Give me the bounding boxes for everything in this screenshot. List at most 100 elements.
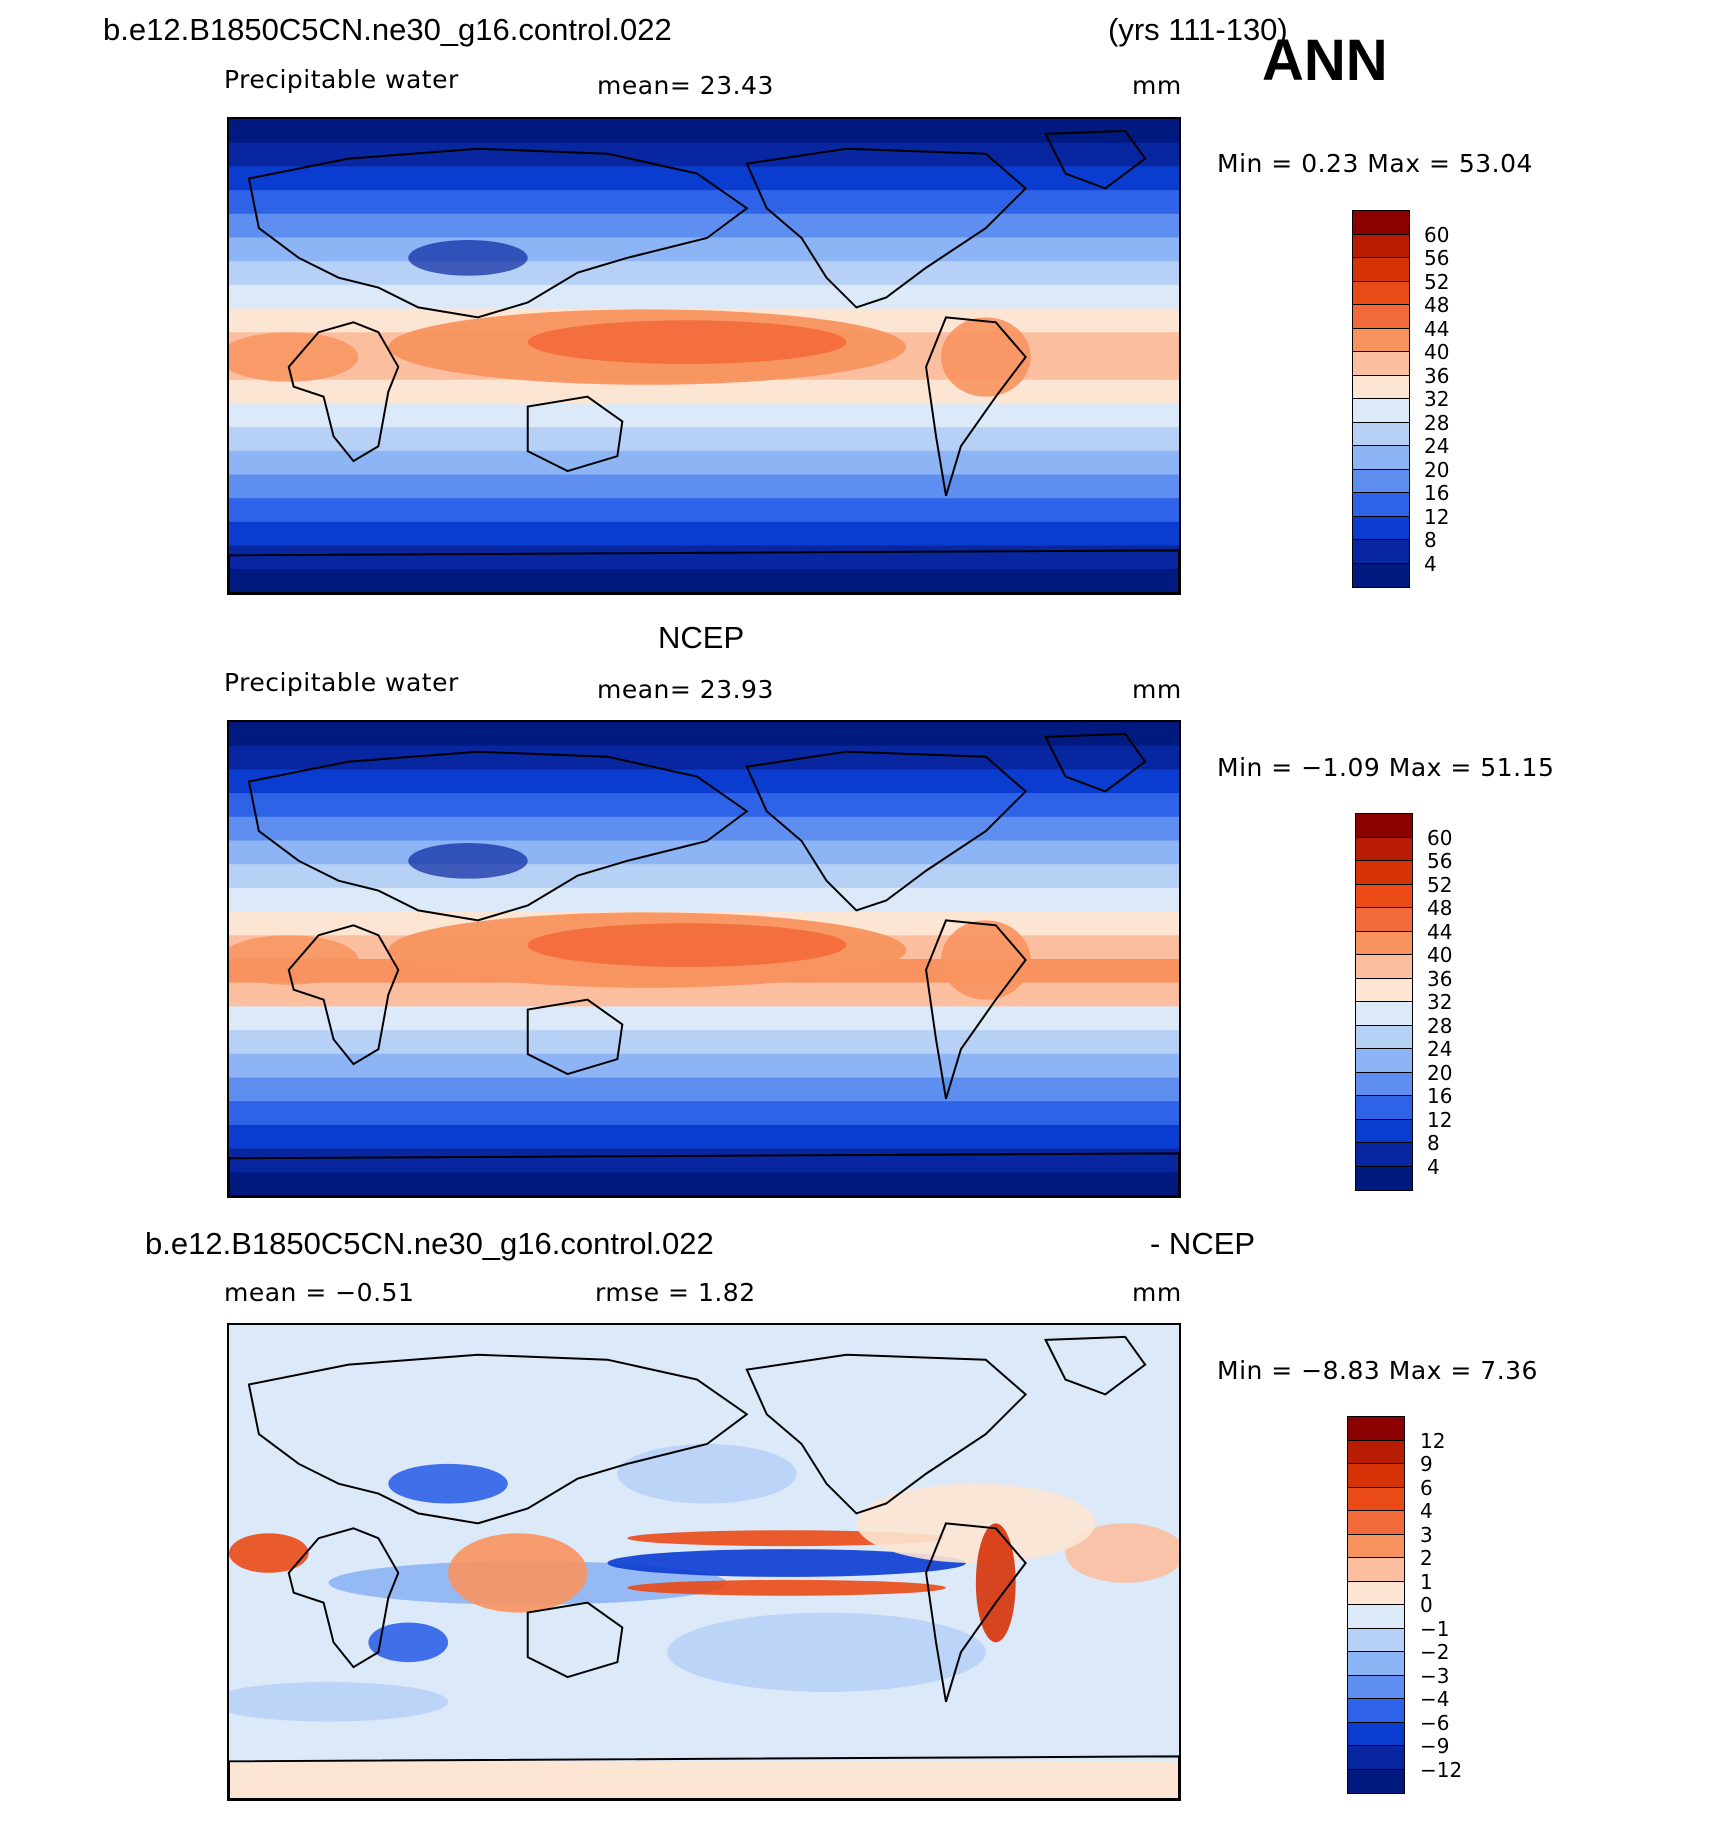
colorbar-swatch [1348,1534,1404,1558]
colorbar-tick-label: 40 [1424,340,1450,364]
colorbar-tick-label: 52 [1424,269,1450,294]
colorbar-model [1352,210,1410,588]
panel-2-mean: mean= 23.93 [597,675,774,704]
colorbar-swatch [1356,978,1412,1002]
colorbar-tick-label: 12 [1427,1107,1453,1132]
colorbar-swatch [1353,563,1409,587]
colorbar-swatch [1356,1143,1412,1167]
panel-3-mean: mean = −0.51 [224,1278,415,1307]
colorbar-swatch [1356,1166,1412,1190]
colorbar-swatch [1348,1440,1404,1464]
case-title: b.e12.B1850C5CN.ne30_g16.control.022 [103,12,672,47]
colorbar-tick-label: −9 [1420,1734,1450,1758]
panel-2-variable: Precipitable water [224,668,459,697]
diff-field [229,1325,1179,1799]
colorbar-tick-label: 9 [1420,1452,1433,1476]
colorbar-tick-label: −2 [1420,1640,1450,1664]
panel-2-title: NCEP [658,620,745,655]
colorbar-swatch [1353,352,1409,376]
colorbar-swatch [1353,493,1409,517]
colorbar-swatch [1353,305,1409,329]
colorbar-tick-label: 32 [1427,990,1453,1014]
panel-3-minmax: Min = −8.83 Max = 7.36 [1217,1356,1538,1385]
colorbar-tick-label: −3 [1420,1663,1450,1688]
colorbar-swatch [1348,1464,1404,1488]
colorbar-tick-label: 36 [1427,966,1453,991]
colorbar-swatch [1348,1746,1404,1770]
obs-field [229,722,1179,1196]
colorbar-tick-label: −4 [1420,1687,1450,1711]
colorbar-tick-label: 20 [1427,1060,1453,1085]
colorbar-tick-label: 8 [1424,528,1437,552]
panel-3-title-right: - NCEP [1150,1226,1256,1261]
panel-2-units: mm [1132,675,1182,704]
colorbar-swatch [1356,908,1412,932]
map-model [227,117,1181,595]
colorbar-tick-label: 12 [1424,504,1450,529]
colorbar-swatch [1348,1581,1404,1605]
season-label: ANN [1262,28,1388,93]
panel-3-units: mm [1132,1278,1182,1307]
colorbar-tick-label: 48 [1424,293,1450,317]
panel-1-variable: Precipitable water [224,65,459,94]
colorbar-swatch [1348,1511,1404,1535]
colorbar-swatch [1356,1119,1412,1143]
colorbar-tick-label: 60 [1427,825,1453,850]
colorbar-tick-label: 48 [1427,896,1453,920]
colorbar-tick-label: 3 [1420,1522,1433,1547]
colorbar-obs [1355,813,1413,1191]
panel-3-rmse: rmse = 1.82 [595,1278,756,1307]
colorbar-swatch [1356,1096,1412,1120]
panel-1-minmax: Min = 0.23 Max = 53.04 [1217,149,1533,178]
colorbar-swatch [1353,375,1409,399]
colorbar-swatch [1348,1652,1404,1676]
colorbar-swatch [1348,1605,1404,1629]
panel-1-units: mm [1132,71,1182,100]
colorbar-swatch [1353,540,1409,564]
colorbar-swatch [1348,1699,1404,1723]
colorbar-tick-label: −12 [1420,1757,1463,1782]
colorbar-swatch [1356,931,1412,955]
colorbar-swatch [1348,1628,1404,1652]
colorbar-swatch [1356,861,1412,885]
colorbar-tick-label: 52 [1427,872,1453,897]
colorbar-swatch [1353,328,1409,352]
colorbar-tick-label: 28 [1427,1013,1453,1038]
map-obs [227,720,1181,1198]
colorbar-swatch [1348,1558,1404,1582]
colorbar-tick-label: 36 [1424,363,1450,388]
colorbar-tick-label: 32 [1424,387,1450,411]
colorbar-swatch [1348,1675,1404,1699]
colorbar-swatch [1353,446,1409,470]
panel-3-title: b.e12.B1850C5CN.ne30_g16.control.022 [145,1226,714,1261]
colorbar-swatch [1356,814,1412,838]
colorbar-tick-label: 24 [1427,1037,1453,1061]
colorbar-swatch [1356,1025,1412,1049]
colorbar-swatch [1356,1072,1412,1096]
panel-1-mean: mean= 23.43 [597,71,774,100]
colorbar-tick-label: −6 [1420,1710,1450,1735]
model-field [229,119,1179,593]
colorbar-tick-label: −1 [1420,1616,1450,1641]
colorbar-swatch [1356,1049,1412,1073]
panel-2-minmax: Min = −1.09 Max = 51.15 [1217,753,1555,782]
colorbar-tick-label: 60 [1424,222,1450,247]
colorbar-swatch [1353,422,1409,446]
colorbar-swatch [1353,258,1409,282]
colorbar-tick-label: 4 [1427,1154,1440,1179]
colorbar-tick-label: 8 [1427,1131,1440,1155]
colorbar-tick-label: 16 [1424,481,1450,505]
colorbar-tick-label: 28 [1424,410,1450,435]
colorbar-swatch [1353,281,1409,305]
colorbar-swatch [1356,1002,1412,1026]
colorbar-swatch [1353,234,1409,258]
colorbar-tick-label: 12 [1420,1428,1446,1453]
colorbar-swatch [1348,1487,1404,1511]
colorbar-swatch [1353,469,1409,493]
colorbar-swatch [1353,399,1409,423]
colorbar-tick-label: 56 [1427,849,1453,873]
colorbar-tick-label: 2 [1420,1546,1433,1570]
colorbar-tick-label: 16 [1427,1084,1453,1108]
colorbar-swatch [1353,211,1409,235]
colorbar-diff [1347,1416,1405,1794]
